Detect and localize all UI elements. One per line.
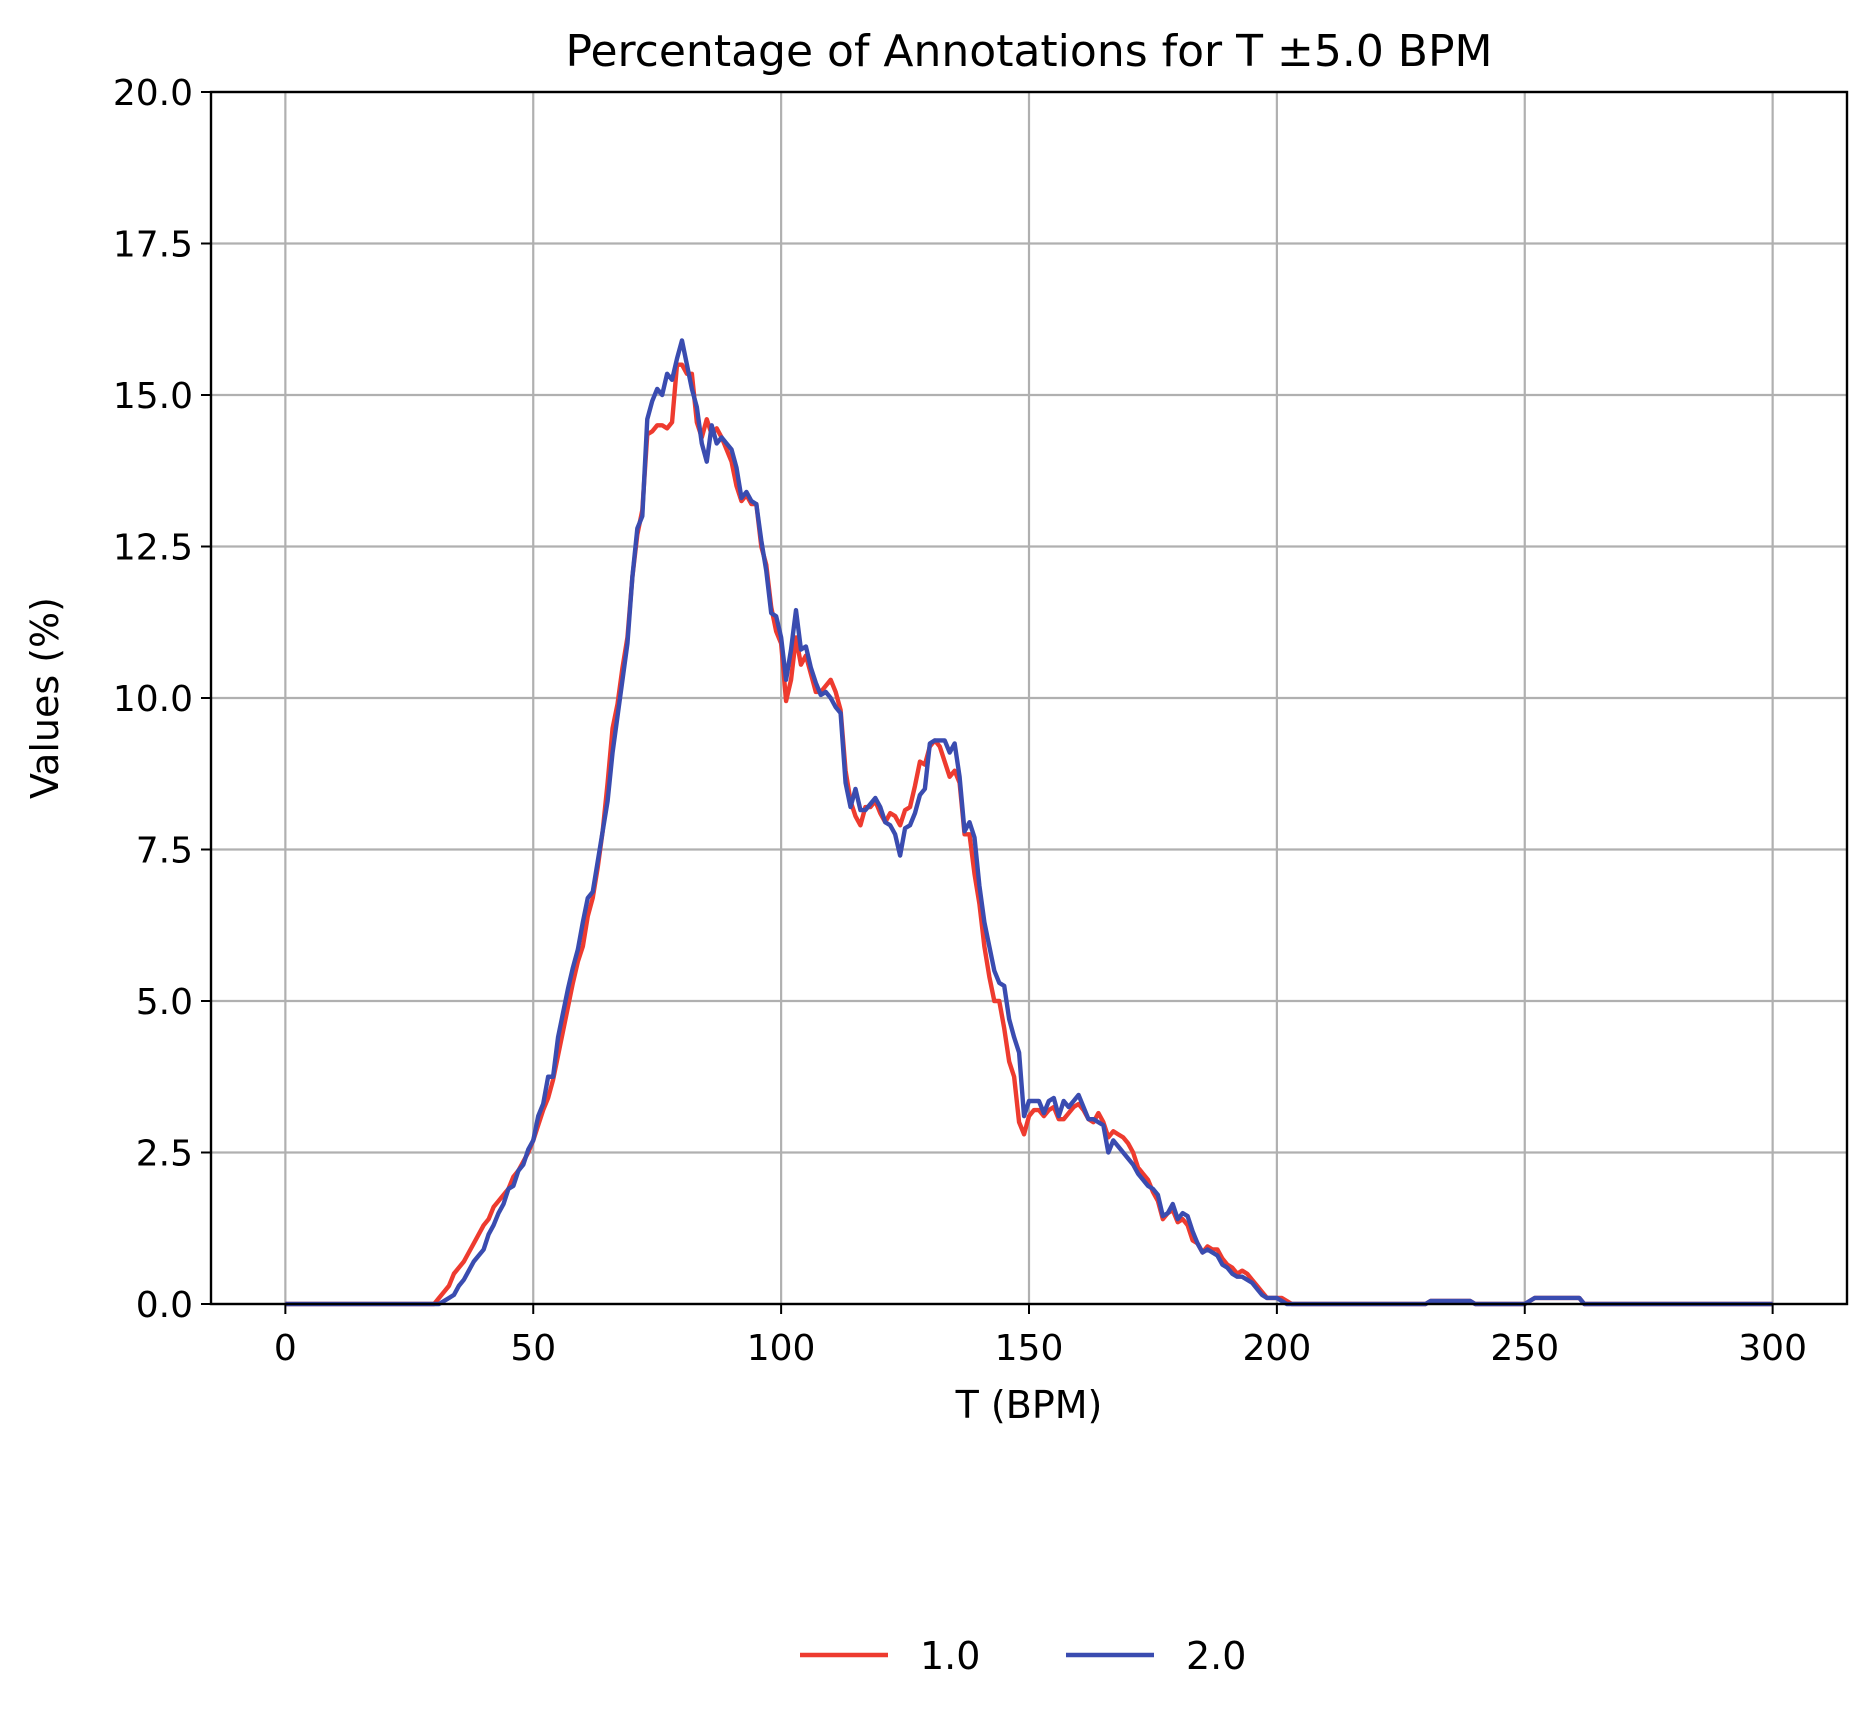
- legend-label-2: 2.0: [1186, 1634, 1246, 1678]
- legend: 1.0 2.0: [800, 1634, 1246, 1678]
- x-tick-label: 0: [274, 1328, 297, 1369]
- chart-title: Percentage of Annotations for T ±5.0 BPM: [566, 26, 1493, 77]
- grid-lines: [211, 90, 1847, 1306]
- y-axis: 0.0 2.5 5.0 7.5 10.0 12.5 15.0 17.5 20.0: [113, 73, 211, 1326]
- y-tick-label: 10.0: [113, 679, 193, 720]
- x-tick-label: 250: [1490, 1328, 1559, 1369]
- y-tick-label: 20.0: [113, 73, 193, 114]
- y-tick-label: 7.5: [136, 831, 193, 872]
- series-lines: [285, 338, 1773, 1307]
- y-tick-label: 17.5: [113, 225, 193, 266]
- x-axis-title: T (BPM): [955, 1383, 1103, 1427]
- y-tick-label: 0.0: [136, 1285, 193, 1326]
- x-tick-label: 200: [1243, 1328, 1312, 1369]
- legend-label-1: 1.0: [920, 1634, 980, 1678]
- x-axis: 0 50 100 150 200 250 300: [274, 1304, 1807, 1369]
- y-tick-label: 2.5: [136, 1134, 193, 1175]
- x-tick-label: 300: [1738, 1328, 1807, 1369]
- y-tick-label: 15.0: [113, 376, 193, 417]
- y-axis-title: Values (%): [23, 597, 67, 799]
- series-line-2: [285, 338, 1773, 1307]
- y-tick-label: 5.0: [136, 982, 193, 1023]
- x-tick-label: 150: [995, 1328, 1064, 1369]
- x-tick-label: 100: [747, 1328, 816, 1369]
- x-tick-label: 50: [510, 1328, 556, 1369]
- y-tick-label: 12.5: [113, 528, 193, 569]
